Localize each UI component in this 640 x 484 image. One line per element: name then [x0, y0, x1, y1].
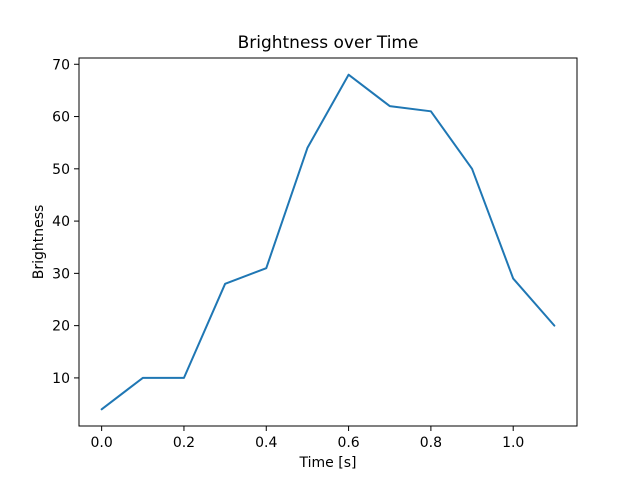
y-tick-label: 40 [52, 214, 70, 230]
x-tick-label: 1.0 [502, 435, 524, 451]
brightness-line-series [100, 73, 556, 411]
chart-title: Brightness over Time [238, 33, 419, 53]
x-tick-label: 0.0 [91, 435, 113, 451]
y-tick-label: 50 [52, 162, 70, 178]
x-tick-label: 0.4 [255, 435, 277, 451]
y-tick-label: 60 [52, 110, 70, 126]
y-tick-label: 30 [52, 266, 70, 282]
x-tick-label: 0.8 [420, 435, 442, 451]
data-series-layer [100, 73, 556, 411]
y-tick-label: 70 [52, 57, 70, 73]
y-tick-label: 20 [52, 319, 70, 335]
axis-ticks: 0.0 0.2 0.4 0.6 0.8 1.0 10 20 30 40 50 60 70 [52, 57, 524, 451]
y-axis-label: Brightness [31, 205, 47, 280]
x-tick-label: 0.6 [337, 435, 359, 451]
plot-area [78, 57, 578, 427]
y-tick-label: 10 [52, 371, 70, 387]
x-tick-label: 0.2 [173, 435, 195, 451]
x-axis-label: Time [s] [299, 455, 357, 471]
